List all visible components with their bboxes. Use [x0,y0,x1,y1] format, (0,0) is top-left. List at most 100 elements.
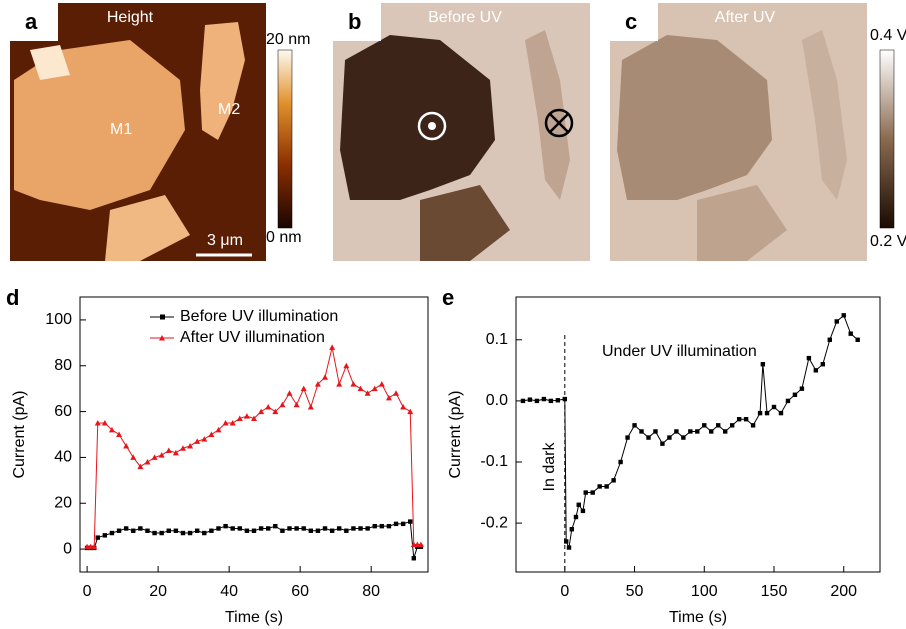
point [611,478,615,482]
point [591,490,595,494]
point [737,417,741,421]
point [574,515,578,519]
point [660,441,664,445]
panel-title: After UV [715,9,776,26]
point [145,529,149,533]
x-tick-label: 0 [83,583,92,600]
point [258,409,264,415]
point [709,429,713,433]
point [195,529,199,533]
panel-title: Height [107,9,154,26]
point [835,319,839,323]
point [279,402,285,408]
point [581,509,585,513]
colorbar [278,50,292,228]
point [761,362,765,366]
point [821,362,825,366]
x-axis-label: Time (s) [225,609,283,626]
point [131,529,135,533]
point [653,429,657,433]
point [323,526,327,530]
legend-marker [160,315,165,320]
tip-marker [428,122,436,130]
point [618,460,622,464]
point [549,399,553,403]
point [130,454,136,460]
point [245,529,249,533]
panel-a: a Height M1 M2 3 μm 20 nm 0 nm [10,3,310,261]
point [567,545,571,549]
point [188,531,192,535]
y-tick-label: 100 [45,311,72,328]
point [542,397,546,401]
panel-letter: e [442,285,454,310]
point [372,386,378,392]
point [103,533,107,537]
point [407,409,413,415]
region-label: M1 [110,121,132,138]
point [646,435,650,439]
point [273,524,277,528]
point [181,531,185,535]
x-tick-label: 150 [761,583,788,600]
point [681,435,685,439]
point [152,531,156,535]
point [337,526,341,530]
point [387,524,391,528]
point [842,313,846,317]
point [144,459,150,465]
point [674,429,678,433]
point [632,423,636,427]
point [716,423,720,427]
annotation: In dark [541,442,558,492]
point [96,535,100,539]
point [793,393,797,397]
point [535,399,539,403]
point [287,526,291,530]
point [174,529,178,533]
point [117,529,121,533]
y-tick-label: -0.2 [480,514,508,531]
x-tick-label: 200 [830,583,857,600]
x-tick-label: 50 [626,583,644,600]
point [604,484,608,488]
point [351,526,355,530]
point [358,386,364,392]
colorbar [880,50,894,228]
point [322,374,328,380]
point [265,404,271,410]
point [563,397,567,401]
point [639,429,643,433]
colorbar-max: 20 nm [266,31,310,48]
point [584,490,588,494]
point [849,331,853,335]
point [343,363,349,369]
y-tick-label: -0.1 [480,453,508,470]
point [202,531,206,535]
point [138,526,142,530]
region-label: M2 [218,101,240,118]
point [266,526,270,530]
x-tick-label: 100 [691,583,718,600]
point [336,381,342,387]
point [358,526,362,530]
point [259,526,263,530]
point [521,399,525,403]
point [779,411,783,415]
point [379,381,385,387]
point [702,423,706,427]
point [238,526,242,530]
point [330,529,334,533]
y-tick-label: 40 [54,449,72,466]
point [758,411,762,415]
point [667,435,671,439]
point [301,386,307,392]
point [814,368,818,372]
point [209,529,213,533]
x-tick-label: 80 [362,583,380,600]
x-tick-label: 40 [220,583,238,600]
y-tick-label: 0.1 [486,331,508,348]
colorbar-min: 0 nm [266,229,302,246]
point [124,526,128,530]
panel-title: Before UV [428,9,502,26]
